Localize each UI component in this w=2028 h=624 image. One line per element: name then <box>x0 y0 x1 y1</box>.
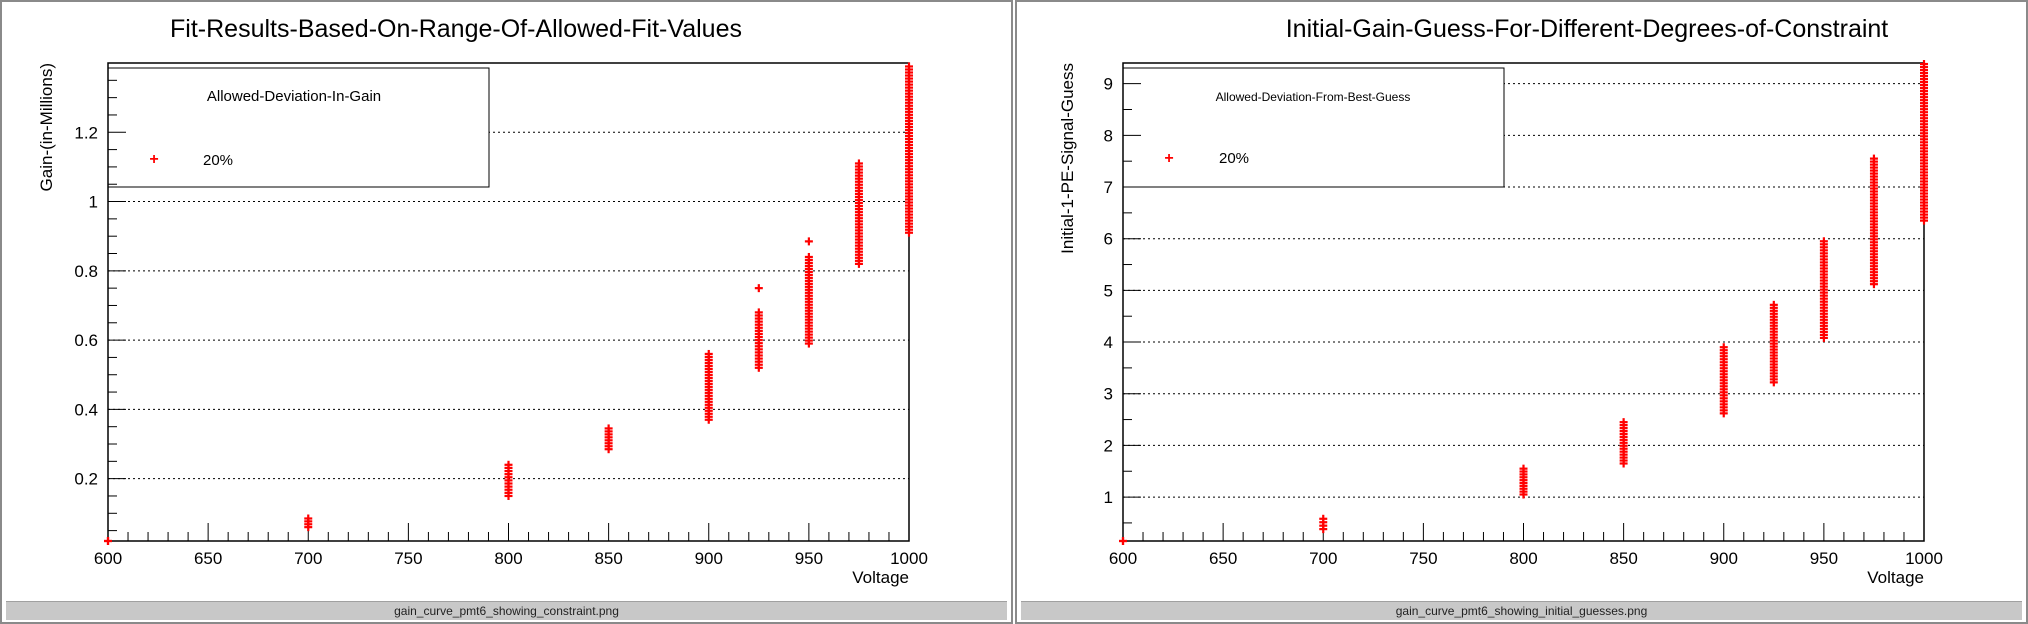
x-axis-title: Voltage <box>1867 568 1924 587</box>
data-group-975 <box>1869 154 1878 289</box>
y-axis-title: Initial-1-PE-Signal-Guess <box>1058 63 1077 254</box>
legend-title: Allowed-Deviation-In-Gain <box>207 88 381 105</box>
data-group-950 <box>1819 237 1828 342</box>
x-tick-label: 650 <box>194 549 222 568</box>
data-group-700 <box>1319 514 1328 534</box>
chart-title: Initial-Gain-Guess-For-Different-Degrees… <box>1286 15 1889 43</box>
y-tick-label: 2 <box>1104 436 1113 455</box>
data-group-800 <box>1519 464 1528 499</box>
chart-title: Fit-Results-Based-On-Range-Of-Allowed-Fi… <box>170 15 742 43</box>
x-tick-label: 900 <box>695 549 723 568</box>
y-tick-label: 0.8 <box>74 262 98 281</box>
x-tick-label: 600 <box>1109 549 1137 568</box>
y-tick-label: 0.2 <box>74 470 98 489</box>
legend-box <box>1122 67 1505 188</box>
data-group-850 <box>604 424 613 454</box>
data-group-1000 <box>905 62 913 237</box>
x-tick-label: 950 <box>1810 549 1838 568</box>
y-tick-label: 8 <box>1104 126 1113 145</box>
legend-marker: + <box>149 151 158 168</box>
x-tick-label: 650 <box>1209 549 1237 568</box>
legend-entry-label: 20% <box>203 152 233 169</box>
y-tick-label: 0.6 <box>74 331 98 350</box>
data-group-800 <box>504 460 513 500</box>
chart-gain-fit-results: Fit-Results-Based-On-Range-Of-Allowed-Fi… <box>37 15 928 587</box>
y-tick-label: 0.4 <box>74 400 98 419</box>
x-tick-label: 750 <box>1409 549 1437 568</box>
x-tick-label: 850 <box>594 549 622 568</box>
image-caption-left: gain_curve_pmt6_showing_constraint.png <box>6 601 1007 620</box>
x-tick-label: 600 <box>94 549 122 568</box>
y-tick-label: 6 <box>1104 230 1113 249</box>
x-axis-title: Voltage <box>852 568 909 587</box>
x-tick-label: 900 <box>1710 549 1738 568</box>
data-group-600 <box>104 537 112 545</box>
chart-panel-right: Initial-Gain-Guess-For-Different-Degrees… <box>1015 0 2028 624</box>
x-tick-label: 800 <box>494 549 522 568</box>
x-tick-label: 850 <box>1609 549 1637 568</box>
x-tick-label: 800 <box>1509 549 1537 568</box>
data-group-950 <box>804 237 813 348</box>
data-group-975 <box>854 159 863 268</box>
data-group-900 <box>704 349 713 424</box>
y-tick-label: 7 <box>1104 178 1113 197</box>
chart-panel-left: Fit-Results-Based-On-Range-Of-Allowed-Fi… <box>0 0 1013 624</box>
y-tick-label: 1.2 <box>74 123 98 142</box>
legend-entry-label: 20% <box>1219 150 1249 167</box>
x-tick-label: 750 <box>394 549 422 568</box>
y-tick-label: 3 <box>1104 385 1113 404</box>
data-group-700 <box>304 514 313 532</box>
chart-initial-gain-guess: Initial-Gain-Guess-For-Different-Degrees… <box>1058 15 1943 587</box>
image-caption-right: gain_curve_pmt6_showing_initial_guesses.… <box>1021 601 2022 620</box>
legend-marker: + <box>1164 150 1173 167</box>
y-tick-label: 4 <box>1104 333 1113 352</box>
data-group-925 <box>754 284 763 372</box>
y-tick-label: 1 <box>1104 488 1113 507</box>
y-axis-title: Gain-(in-Millions) <box>37 63 56 191</box>
y-tick-label: 9 <box>1104 75 1113 94</box>
x-tick-label: 1000 <box>1905 549 1943 568</box>
x-tick-label: 950 <box>795 549 823 568</box>
legend-title: Allowed-Deviation-From-Best-Guess <box>1216 90 1411 104</box>
data-group-850 <box>1619 418 1628 468</box>
x-tick-label: 1000 <box>890 549 928 568</box>
data-group-925 <box>1769 300 1778 387</box>
y-tick-label: 1 <box>89 193 98 212</box>
x-tick-label: 700 <box>1309 549 1337 568</box>
data-group-600 <box>1119 537 1127 545</box>
data-group-900 <box>1719 343 1728 418</box>
x-tick-label: 700 <box>294 549 322 568</box>
y-tick-label: 5 <box>1104 281 1113 300</box>
data-group-1000 <box>1920 60 1928 225</box>
legend-box <box>107 67 490 188</box>
